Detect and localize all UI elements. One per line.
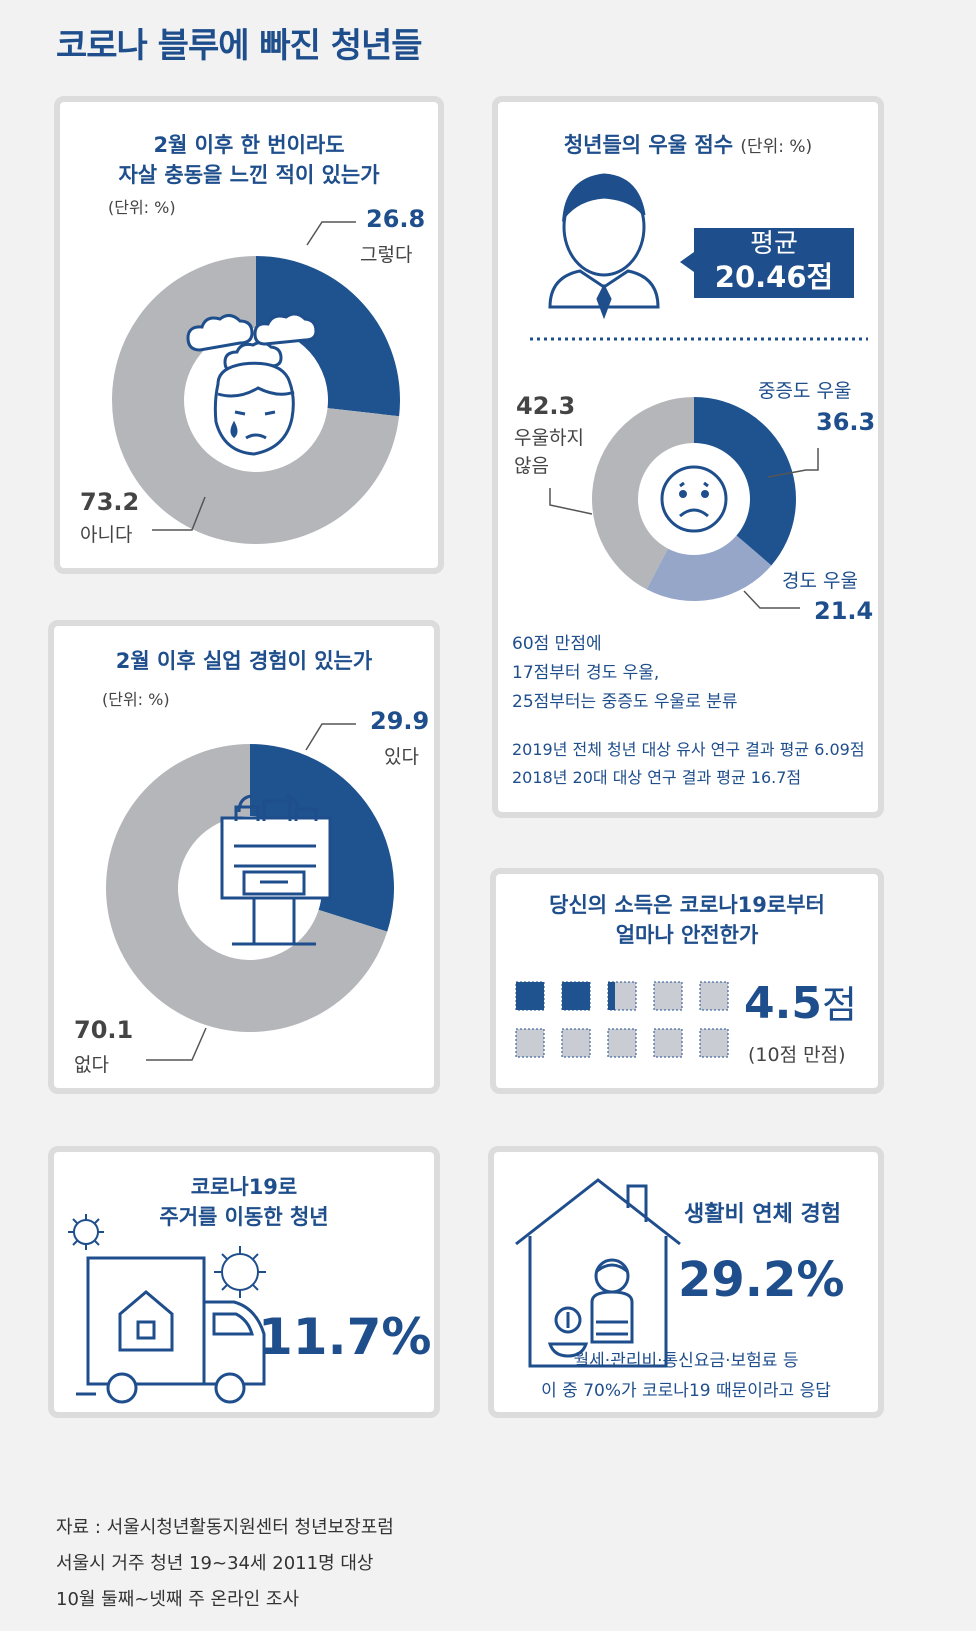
source-line-1: 자료 : 서울시청년활동지원센터 청년보장포럼 <box>56 1517 394 1538</box>
unemployment-yes-value: 29.9 <box>370 707 430 735</box>
suicide-unit: (단위: %) <box>108 198 176 217</box>
suicide-slice-0 <box>256 256 400 417</box>
classification-note-2: 17점부터 경도 우울, <box>512 663 660 683</box>
moved-graphics <box>68 1214 266 1404</box>
arrears-graphics <box>515 1178 681 1368</box>
score-square-4 <box>699 981 729 1011</box>
severe-value: 36.3 <box>816 408 876 436</box>
moved-title-2: 주거를 이동한 청년 <box>159 1205 329 1229</box>
unemployment-card: 2월 이후 실업 경험이 있는가 (단위: %) 29.9 있다 70.1 없다 <box>48 620 440 1094</box>
man-icon <box>548 173 660 320</box>
suicide-no-label: 아니다 <box>80 524 133 546</box>
depression-slice-2 <box>592 397 694 590</box>
severe-label: 중증도 우울 <box>758 380 852 402</box>
unemployment-no-value: 70.1 <box>74 1016 134 1044</box>
arrears-card: 생활비 연체 경험 29.2% 월세·관리비·통신요금·보험료 등 이 중 70… <box>488 1146 884 1418</box>
mild-label: 경도 우울 <box>782 570 858 592</box>
scale-square-4 <box>699 1028 729 1058</box>
mild-value: 21.4 <box>814 597 874 625</box>
house-coin-icon <box>515 1178 681 1368</box>
unemployment-donut-chart <box>106 723 395 1061</box>
classification-note-3: 25점부터는 중증도 우울로 분류 <box>512 692 738 712</box>
none-label-2: 않음 <box>514 455 549 477</box>
income-title-1: 당신의 소득은 코로나19로부터 <box>549 893 825 917</box>
income-score: 4.5점 <box>744 974 857 1029</box>
virus-icon <box>214 1246 266 1298</box>
unemployment-no-label: 없다 <box>74 1054 109 1076</box>
average-callout-box <box>680 228 854 298</box>
unemployment-chart-title: 2월 이후 실업 경험이 있는가 <box>115 649 373 673</box>
arrears-title: 생활비 연체 경험 <box>684 1202 841 1227</box>
score-square-3 <box>653 981 683 1011</box>
moving-truck-icon <box>76 1256 266 1404</box>
suicide-yes-label: 그렇다 <box>360 244 413 266</box>
worried-person-icon <box>186 312 318 456</box>
compare-note-2: 2018년 20대 대상 연구 결과 평균 16.7점 <box>512 768 802 787</box>
moved-value: 11.7% <box>258 1308 432 1366</box>
unemployment-slice-1 <box>106 744 388 1032</box>
suicide-yes-value: 26.8 <box>366 205 426 233</box>
suicide-chart-title-2: 자살 충동을 느낀 적이 있는가 <box>118 163 380 187</box>
income-score-number: 4.5 <box>744 978 822 1029</box>
depression-chart-title: 청년들의 우울 점수 <box>563 133 734 157</box>
income-score-squares <box>515 981 729 1058</box>
housing-moved-card: 코로나19로 주거를 이동한 청년 11.7% <box>48 1146 440 1418</box>
scale-square-2 <box>607 1028 637 1058</box>
page-title: 코로나 블루에 빠진 청년들 <box>56 26 423 66</box>
arrears-value: 29.2% <box>678 1252 845 1308</box>
score-square-fill-0 <box>516 982 544 1010</box>
arrears-note-1: 월세·관리비·통신요금·보험료 등 <box>573 1351 799 1371</box>
scale-square-1 <box>561 1028 591 1058</box>
arrears-note-2: 이 중 70%가 코로나19 때문이라고 응답 <box>541 1381 831 1401</box>
none-label-1: 우울하지 <box>514 427 584 449</box>
depression-title-row: 청년들의 우울 점수 (단위: %) <box>498 130 878 162</box>
suicide-impulse-card: 2월 이후 한 번이라도 자살 충동을 느낀 적이 있는가 (단위: %) 26… <box>54 96 444 574</box>
average-value: 20.46점 <box>714 260 834 294</box>
average-label: 평균 <box>750 229 798 259</box>
income-title-2: 얼마나 안전한가 <box>615 923 759 947</box>
job-loss-box-icon <box>220 794 332 946</box>
depression-slice-1 <box>646 535 772 601</box>
suicide-donut-chart <box>111 221 400 544</box>
suicide-slice-1 <box>111 256 400 544</box>
suicide-chart-title-1: 2월 이후 한 번이라도 <box>153 133 345 157</box>
depression-unit: (단위: %) <box>740 137 813 157</box>
virus-icon <box>68 1214 104 1250</box>
sad-face-icon <box>660 465 728 533</box>
scale-square-3 <box>653 1028 683 1058</box>
depression-score-card: 청년들의 우울 점수 (단위: %) 평균 20.46점 중증도 우울 36.3… <box>492 96 884 818</box>
source-line-3: 10월 둘째~넷째 주 온라인 조사 <box>56 1589 300 1610</box>
score-square-fill-1 <box>562 982 590 1010</box>
income-score-unit: 점 <box>821 983 857 1027</box>
source-notes: 자료 : 서울시청년활동지원센터 청년보장포럼 서울시 거주 청년 19~34세… <box>56 1510 394 1618</box>
income-scale-note: (10점 만점) <box>748 1044 846 1066</box>
classification-note-1: 60점 만점에 <box>512 634 602 654</box>
score-square-fill-2 <box>608 982 615 1010</box>
scale-square-0 <box>515 1028 545 1058</box>
source-line-2: 서울시 거주 청년 19~34세 2011명 대상 <box>56 1553 374 1574</box>
depression-graphics <box>530 173 868 609</box>
suicide-no-value: 73.2 <box>80 488 140 516</box>
unemployment-yes-label: 있다 <box>384 746 419 768</box>
moved-title-1: 코로나19로 <box>190 1175 298 1199</box>
none-value: 42.3 <box>516 392 576 420</box>
depression-slice-0 <box>694 397 796 566</box>
compare-note-1: 2019년 전체 청년 대상 유사 연구 결과 평균 6.09점 <box>512 740 865 759</box>
income-safety-card: 당신의 소득은 코로나19로부터 얼마나 안전한가 4.5점 (10점 만점) <box>490 868 884 1094</box>
unemployment-unit: (단위: %) <box>102 690 170 709</box>
